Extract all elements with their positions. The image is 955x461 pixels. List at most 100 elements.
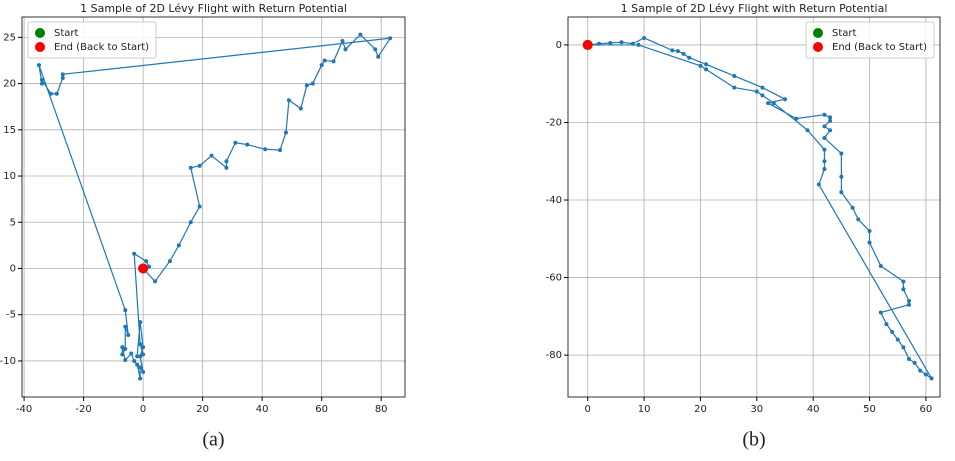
step-point <box>39 81 44 86</box>
x-tick-label: 80 <box>375 404 388 415</box>
step-point <box>884 322 889 327</box>
step-point <box>188 220 193 225</box>
y-tick-label: 20 <box>3 79 16 90</box>
step-point <box>890 329 895 334</box>
x-tick-label: 10 <box>638 404 651 415</box>
step-point <box>123 346 128 351</box>
step-point <box>343 47 348 52</box>
step-point <box>60 76 65 81</box>
step-point <box>298 106 303 111</box>
step-point <box>129 351 134 356</box>
step-point <box>132 251 137 256</box>
chart-title: 1 Sample of 2D Lévy Flight with Return P… <box>621 2 888 15</box>
legend-swatch <box>35 28 45 38</box>
y-tick-label: -20 <box>546 117 562 128</box>
step-point <box>923 372 928 377</box>
step-point <box>224 159 229 164</box>
step-point <box>608 40 613 45</box>
step-point <box>642 35 647 40</box>
step-point <box>376 54 381 59</box>
step-point <box>687 55 692 60</box>
marker-point <box>138 263 149 274</box>
x-tick-label: 40 <box>256 404 269 415</box>
step-point <box>766 101 771 106</box>
y-tick-label: -5 <box>6 310 16 321</box>
step-point <box>135 354 140 359</box>
flight-path <box>38 33 392 379</box>
step-point <box>918 368 923 373</box>
step-point <box>704 67 709 72</box>
step-point <box>867 229 872 234</box>
step-point <box>209 153 214 158</box>
step-point <box>176 243 181 248</box>
step-point <box>388 36 393 41</box>
step-point <box>839 151 844 156</box>
step-point <box>856 217 861 222</box>
step-point <box>675 49 680 54</box>
step-point <box>319 63 324 68</box>
legend-box <box>27 21 157 59</box>
step-point <box>141 370 146 375</box>
x-tick-label: 0 <box>140 404 146 415</box>
step-point <box>48 91 53 96</box>
step-point <box>138 376 143 381</box>
legend-swatch <box>35 42 45 52</box>
step-point <box>126 333 131 338</box>
step-point <box>597 41 601 46</box>
step-point <box>358 32 363 37</box>
y-tick-label: 0 <box>556 40 562 51</box>
step-point <box>822 167 827 171</box>
step-point <box>141 352 146 357</box>
caption: (b) <box>742 429 765 451</box>
step-point <box>188 165 193 170</box>
step-point <box>850 205 855 210</box>
legend-label: End (Back to Start) <box>54 42 149 53</box>
step-point <box>138 320 143 325</box>
step-point <box>278 148 283 153</box>
step-point <box>732 85 737 90</box>
x-tick-label: 60 <box>920 404 933 415</box>
legend-box <box>805 21 935 59</box>
y-tick-label: -80 <box>546 350 562 361</box>
legend-label: End (Back to Start) <box>832 42 927 53</box>
step-point <box>636 42 641 47</box>
step-point <box>732 73 737 78</box>
step-point <box>123 308 128 313</box>
step-point <box>760 85 765 90</box>
flight-path <box>587 37 933 379</box>
step-point <box>340 39 345 44</box>
y-tick-label: 5 <box>10 217 16 228</box>
step-point <box>322 58 327 63</box>
step-point <box>120 345 125 350</box>
step-point <box>771 101 776 106</box>
step-point <box>828 115 833 120</box>
y-tick-label: -60 <box>546 273 562 284</box>
y-tick-label: -40 <box>546 195 562 206</box>
step-point <box>783 97 787 102</box>
marker-point <box>582 39 593 50</box>
x-tick-label: -20 <box>75 404 91 415</box>
step-point <box>822 124 827 129</box>
step-point <box>132 358 137 363</box>
step-point <box>286 98 291 103</box>
step-point <box>822 159 827 164</box>
y-tick-label: 10 <box>3 171 16 182</box>
y-tick-label: 15 <box>3 125 16 136</box>
step-point <box>907 298 911 303</box>
step-point <box>197 163 202 168</box>
plot-frame <box>21 16 406 398</box>
step-point <box>907 302 911 307</box>
step-point <box>912 360 917 365</box>
step-point <box>698 63 703 68</box>
step-point <box>828 128 833 133</box>
step-point <box>283 130 288 135</box>
x-tick-label: 20 <box>694 404 707 415</box>
step-point <box>619 40 624 45</box>
step-point <box>120 352 125 357</box>
step-point <box>794 116 799 121</box>
step-point <box>373 47 378 52</box>
step-point <box>704 62 709 67</box>
step-point <box>233 140 238 145</box>
step-point <box>224 165 229 170</box>
